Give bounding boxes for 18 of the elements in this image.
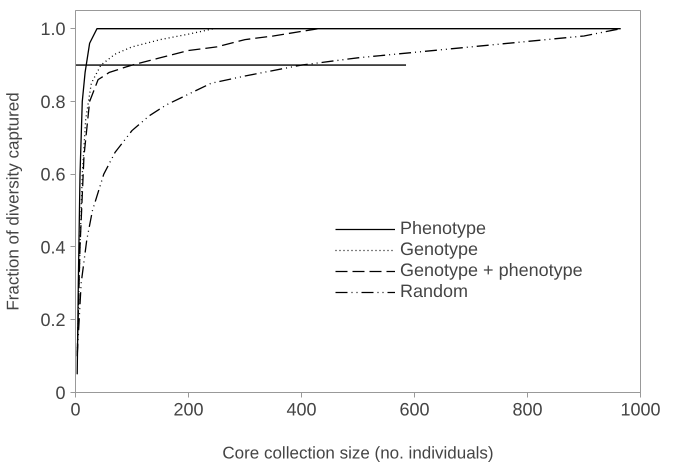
x-tick-label: 0 <box>70 400 81 420</box>
y-tick-label: 0.6 <box>40 164 66 185</box>
x-tick-label: 200 <box>173 400 204 420</box>
x-tick-label: 600 <box>399 400 430 420</box>
y-tick-label: 0.8 <box>40 92 66 112</box>
y-tick-label: 1.0 <box>40 19 66 40</box>
legend-label: Phenotype <box>400 218 486 239</box>
x-tick-label: 800 <box>512 400 543 420</box>
x-tick-label: 400 <box>286 400 317 420</box>
y-tick-label: 0.4 <box>40 237 66 258</box>
legend-label: Genotype + phenotype <box>400 260 583 281</box>
y-axis-title: Fraction of diversity captured <box>3 92 22 311</box>
y-tick-label: 0.2 <box>40 310 66 330</box>
y-tick-label: 0 <box>55 383 66 403</box>
legend-label: Random <box>400 281 468 302</box>
x-tick-label: 1000 <box>620 400 661 420</box>
x-axis-title: Core collection size (no. individuals) <box>222 444 494 462</box>
legend-label: Genotype <box>400 239 478 260</box>
